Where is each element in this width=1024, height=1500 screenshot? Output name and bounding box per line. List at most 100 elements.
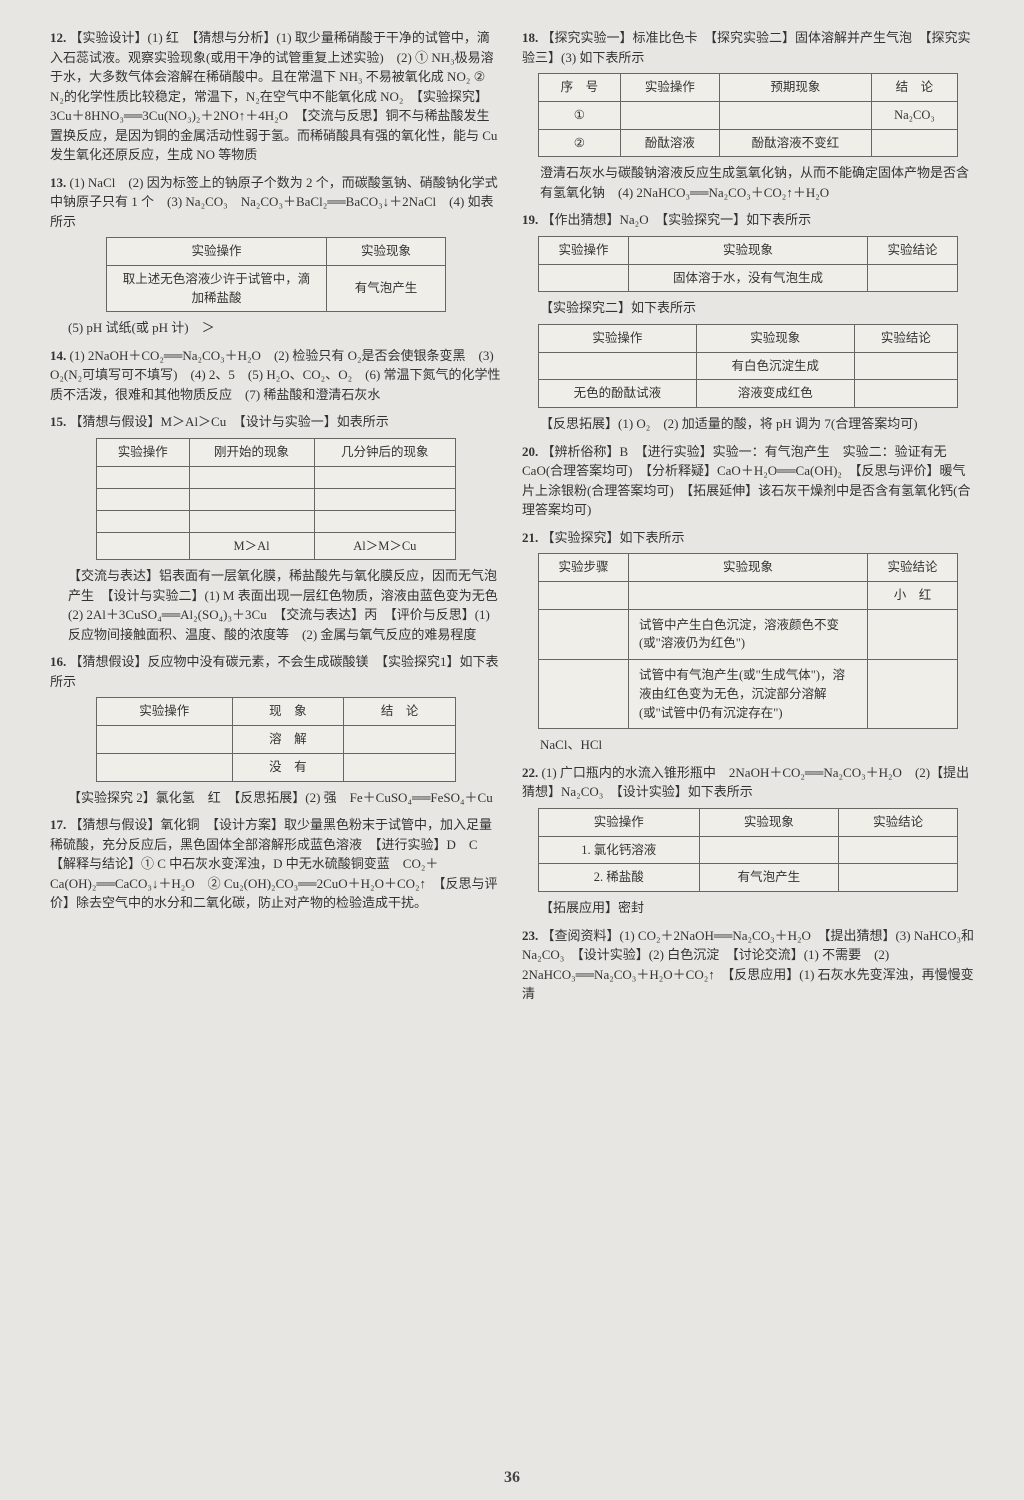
- cell: 有白色沉淀生成: [696, 352, 854, 380]
- q13-h1: 实验操作: [107, 238, 327, 266]
- q21-tail: NaCl、HCl: [522, 735, 974, 755]
- question-20: 20. 【辨析俗称】B 【进行实验】实验一：有气泡产生 实验二：验证有无 CaO…: [522, 442, 974, 520]
- q21-number: 21.: [522, 530, 538, 545]
- q15-body: 【猜想与假设】M＞Al＞Cu 【设计与实验一】如表所示: [70, 414, 389, 429]
- q13-tail: (5) pH 试纸(或 pH 计) ＞: [50, 318, 502, 338]
- q20-number: 20.: [522, 444, 538, 459]
- q13-r1c1: 取上述无色溶液少许于试管中，滴加稀盐酸: [107, 265, 327, 312]
- q22-h2: 实验现象: [699, 808, 839, 836]
- q19b-h1: 实验操作: [539, 324, 697, 352]
- cell: [699, 836, 839, 864]
- page-number: 36: [0, 1466, 1024, 1490]
- cell: [839, 864, 958, 892]
- q21-h1: 实验步骤: [539, 554, 629, 582]
- right-column: 18. 【探究实验一】标准比色卡 【探究实验二】固体溶解并产生气泡 【探究实验三…: [522, 28, 974, 1012]
- cell: 2. 稀盐酸: [539, 864, 700, 892]
- cell: [314, 466, 455, 488]
- content-columns: 12. 【实验设计】(1) 红 【猜想与分析】(1) 取少量稀硝酸于干净的试管中…: [50, 28, 974, 1012]
- q16-number: 16.: [50, 654, 66, 669]
- q22-body: (1) 广口瓶内的水流入锥形瓶中 2NaOH＋CO₂══Na₂CO₃＋H₂O (…: [522, 765, 969, 800]
- cell: 小 红: [868, 581, 958, 609]
- cell: [97, 510, 190, 532]
- cell: M＞Al: [189, 532, 314, 560]
- cell: 无色的酚酞试液: [539, 380, 697, 408]
- q15-h3: 几分钟后的现象: [314, 438, 455, 466]
- q16-h1: 实验操作: [97, 698, 233, 726]
- q12-number: 12.: [50, 30, 66, 45]
- q19b-h3: 实验结论: [854, 324, 957, 352]
- cell: Na₂CO₃: [871, 101, 957, 129]
- question-23: 23. 【查阅资料】(1) CO₂＋2NaOH══Na₂CO₃＋H₂O 【提出猜…: [522, 926, 974, 1004]
- cell: [189, 510, 314, 532]
- q21-h2: 实验现象: [629, 554, 868, 582]
- q19-body: 【作出猜想】Na₂O 【实验探究一】如下表所示: [542, 212, 812, 227]
- cell: Al＞M＞Cu: [314, 532, 455, 560]
- q19-mid: 【实验探究二】如下表所示: [522, 298, 974, 318]
- q17-body: 【猜想与假设】氧化铜 【设计方案】取少量黑色粉末于试管中，加入足量稀硫酸，充分反…: [50, 817, 498, 910]
- cell: [871, 129, 957, 157]
- cell: [97, 726, 233, 754]
- cell: [539, 609, 629, 660]
- question-13: 13. (1) NaCl (2) 因为标签上的钠原子个数为 2 个，而碳酸氢钠、…: [50, 173, 502, 338]
- question-17: 17. 【猜想与假设】氧化铜 【设计方案】取少量黑色粉末于试管中，加入足量稀硫酸…: [50, 815, 502, 913]
- cell: [868, 264, 958, 292]
- q16-h2: 现 象: [232, 698, 344, 726]
- q18-table: 序 号 实验操作 预期现象 结 论 ① Na₂CO₃ ② 酚酞溶液 酚酞溶液不变…: [538, 73, 958, 157]
- cell: [314, 510, 455, 532]
- cell: [620, 101, 719, 129]
- q18-h3: 预期现象: [720, 74, 872, 102]
- cell: 溶 解: [232, 726, 344, 754]
- cell: [97, 532, 190, 560]
- cell: [868, 660, 958, 729]
- q21-h3: 实验结论: [868, 554, 958, 582]
- q14-number: 14.: [50, 348, 66, 363]
- q12-body: 【实验设计】(1) 红 【猜想与分析】(1) 取少量稀硝酸于干净的试管中，滴入石…: [50, 30, 497, 162]
- cell: [344, 753, 456, 781]
- q20-body: 【辨析俗称】B 【进行实验】实验一：有气泡产生 实验二：验证有无 CaO(合理答…: [522, 444, 971, 518]
- q19-tail: 【反思拓展】(1) O₂ (2) 加适量的酸，将 pH 调为 7(合理答案均可): [522, 414, 974, 434]
- q15-tail: 【交流与表达】铝表面有一层氧化膜，稀盐酸先与氧化膜反应，因而无气泡产生 【设计与…: [50, 566, 502, 644]
- q18-h1: 序 号: [539, 74, 621, 102]
- q19b-h2: 实验现象: [696, 324, 854, 352]
- cell: [189, 466, 314, 488]
- cell: [344, 726, 456, 754]
- left-column: 12. 【实验设计】(1) 红 【猜想与分析】(1) 取少量稀硝酸于干净的试管中…: [50, 28, 502, 1012]
- q18-number: 18.: [522, 30, 538, 45]
- cell: 有气泡产生: [699, 864, 839, 892]
- q18-h2: 实验操作: [620, 74, 719, 102]
- cell: [314, 488, 455, 510]
- question-19: 19. 【作出猜想】Na₂O 【实验探究一】如下表所示 实验操作 实验现象 实验…: [522, 210, 974, 433]
- cell: ①: [539, 101, 621, 129]
- q22-h3: 实验结论: [839, 808, 958, 836]
- cell: 没 有: [232, 753, 344, 781]
- cell: [839, 836, 958, 864]
- cell: [854, 352, 957, 380]
- cell: [539, 660, 629, 729]
- cell: 试管中有气泡产生(或"生成气体")，溶液由红色变为无色，沉淀部分溶解(或"试管中…: [629, 660, 868, 729]
- question-12: 12. 【实验设计】(1) 红 【猜想与分析】(1) 取少量稀硝酸于干净的试管中…: [50, 28, 502, 165]
- question-16: 16. 【猜想假设】反应物中没有碳元素，不会生成碳酸镁 【实验探究1】如下表所示…: [50, 652, 502, 807]
- q14-body: (1) 2NaOH＋CO₂══Na₂CO₃＋H₂O (2) 检验只有 O₂是否会…: [50, 348, 501, 402]
- q19a-h3: 实验结论: [868, 236, 958, 264]
- q19a-h1: 实验操作: [539, 236, 629, 264]
- cell: [189, 488, 314, 510]
- question-21: 21. 【实验探究】如下表所示 实验步骤 实验现象 实验结论 小 红 试管中产生…: [522, 528, 974, 755]
- q22-tail: 【拓展应用】密封: [522, 898, 974, 918]
- q23-number: 23.: [522, 928, 538, 943]
- q15-h2: 刚开始的现象: [189, 438, 314, 466]
- cell: [97, 488, 190, 510]
- q19-table2: 实验操作 实验现象 实验结论 有白色沉淀生成 无色的酚酞试液 溶液变成红色: [538, 324, 958, 408]
- cell: 固体溶于水，没有气泡生成: [629, 264, 868, 292]
- q16-tail: 【实验探究 2】氯化氢 红 【反思拓展】(2) 强 Fe＋CuSO₄══FeSO…: [50, 788, 502, 808]
- cell: ②: [539, 129, 621, 157]
- q22-table: 实验操作 实验现象 实验结论 1. 氯化钙溶液 2. 稀盐酸 有气泡产生: [538, 808, 958, 892]
- q21-table: 实验步骤 实验现象 实验结论 小 红 试管中产生白色沉淀，溶液颜色不变(或"溶液…: [538, 553, 958, 729]
- question-18: 18. 【探究实验一】标准比色卡 【探究实验二】固体溶解并产生气泡 【探究实验三…: [522, 28, 974, 202]
- cell: 试管中产生白色沉淀，溶液颜色不变(或"溶液仍为红色"): [629, 609, 868, 660]
- q19a-h2: 实验现象: [629, 236, 868, 264]
- cell: [97, 466, 190, 488]
- q18-tail: 澄清石灰水与碳酸钠溶液反应生成氢氧化钠，从而不能确定固体产物是否含有氢氧化钠 (…: [522, 163, 974, 202]
- q22-h1: 实验操作: [539, 808, 700, 836]
- question-15: 15. 【猜想与假设】M＞Al＞Cu 【设计与实验一】如表所示 实验操作 刚开始…: [50, 412, 502, 644]
- q13-body: (1) NaCl (2) 因为标签上的钠原子个数为 2 个，而碳酸氢钠、硝酸钠化…: [50, 175, 498, 229]
